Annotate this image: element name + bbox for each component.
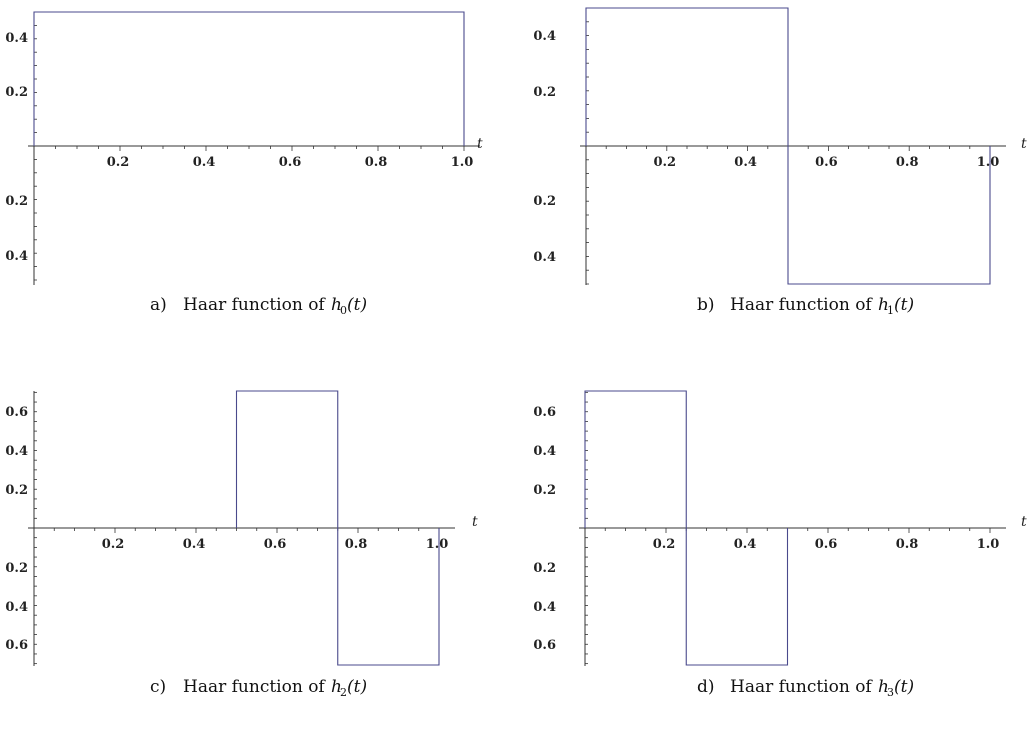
- y-tick-label: 0.6: [5, 405, 28, 420]
- y-tick-label: 0.2: [5, 85, 28, 100]
- haar-step-line: [584, 390, 789, 666]
- y-tick-label: 0.4: [5, 249, 28, 264]
- y-tick-label: 0.2: [533, 85, 556, 100]
- y-tick-label: 0.2: [533, 561, 556, 576]
- x-axis-label: t: [477, 136, 483, 152]
- x-tick-label: 0.4: [734, 537, 757, 552]
- caption-subscript: 0: [340, 304, 347, 317]
- caption-subscript: 2: [340, 686, 347, 699]
- caption-letter: b): [697, 295, 715, 315]
- caption-function: h: [878, 295, 889, 315]
- x-tick-label: 0.8: [896, 537, 919, 552]
- caption-argument: (t): [894, 677, 914, 697]
- haar-step-line: [33, 11, 465, 146]
- caption-text: Haar function of: [183, 677, 326, 697]
- caption-subscript: 3: [887, 686, 894, 699]
- caption-letter: c): [150, 677, 166, 697]
- x-tick-label: 0.2: [653, 155, 676, 170]
- y-tick-label: 0.2: [533, 483, 556, 498]
- caption-letter: a): [150, 295, 167, 315]
- x-tick-label: 0.6: [815, 155, 838, 170]
- y-tick-label: 0.2: [5, 194, 28, 209]
- x-tick-label: 0.4: [183, 537, 206, 552]
- y-tick-label: 0.6: [533, 638, 556, 653]
- y-tick-label: 0.4: [5, 600, 28, 615]
- y-tick-label: 0.6: [5, 638, 28, 653]
- x-tick-label: 0.2: [107, 155, 130, 170]
- panel-c: 0.2 0.4 0.6 0.8 1.0 0.6 0.4 0.2 0.2 0.4 0.6 t c) Haar…: [5, 390, 478, 699]
- x-axis-label: t: [472, 514, 478, 530]
- x-tick-label: 0.8: [345, 537, 368, 552]
- x-tick-label: 0.4: [734, 155, 757, 170]
- caption-argument: (t): [894, 295, 914, 315]
- caption-letter: d): [697, 677, 715, 697]
- caption-function: h: [331, 295, 342, 315]
- x-tick-label: 0.2: [102, 537, 125, 552]
- haar-step-line: [585, 7, 991, 285]
- caption-function: h: [878, 677, 889, 697]
- caption-text: Haar function of: [183, 295, 326, 315]
- y-tick-label: 0.4: [533, 29, 556, 44]
- y-tick-label: 0.4: [5, 31, 28, 46]
- y-tick-label: 0.2: [5, 483, 28, 498]
- haar-step-line: [235, 390, 440, 666]
- x-tick-label: 1.0: [426, 537, 449, 552]
- x-tick-label: 1.0: [977, 155, 1000, 170]
- x-tick-label: 0.8: [896, 155, 919, 170]
- y-tick-label: 0.4: [5, 444, 28, 459]
- caption-argument: (t): [347, 295, 367, 315]
- panel-a: 0.2 0.4 0.6 0.8 1.0 0.4 0.2 0.2 0.4 t a) Haar funct…: [5, 11, 483, 317]
- y-tick-label: 0.6: [533, 405, 556, 420]
- caption-subscript: 1: [887, 304, 894, 317]
- caption-argument: (t): [347, 677, 367, 697]
- y-tick-label: 0.2: [533, 194, 556, 209]
- x-tick-label: 1.0: [451, 155, 474, 170]
- x-tick-label: 0.6: [815, 537, 838, 552]
- x-tick-label: 0.6: [264, 537, 287, 552]
- x-tick-label: 0.2: [653, 537, 676, 552]
- x-tick-label: 1.0: [977, 537, 1000, 552]
- y-tick-label: 0.4: [533, 444, 556, 459]
- panel-b: 0.2 0.4 0.6 0.8 1.0 0.4 0.2 0.2 0.4 t b) Haar funct…: [533, 7, 1027, 317]
- y-tick-label: 0.4: [533, 250, 556, 265]
- x-tick-label: 0.8: [365, 155, 388, 170]
- caption-text: Haar function of: [730, 677, 873, 697]
- panel-d: 0.2 0.4 0.6 0.8 1.0 0.6 0.4 0.2 0.2 0.4 0.6 t d) Haar…: [533, 390, 1027, 699]
- caption-text: Haar function of: [730, 295, 873, 315]
- x-axis-label: t: [1021, 136, 1027, 152]
- x-tick-label: 0.4: [193, 155, 216, 170]
- x-axis-label: t: [1021, 514, 1027, 530]
- x-tick-label: 0.6: [279, 155, 302, 170]
- caption-function: h: [331, 677, 342, 697]
- y-tick-label: 0.2: [5, 561, 28, 576]
- y-tick-label: 0.4: [533, 600, 556, 615]
